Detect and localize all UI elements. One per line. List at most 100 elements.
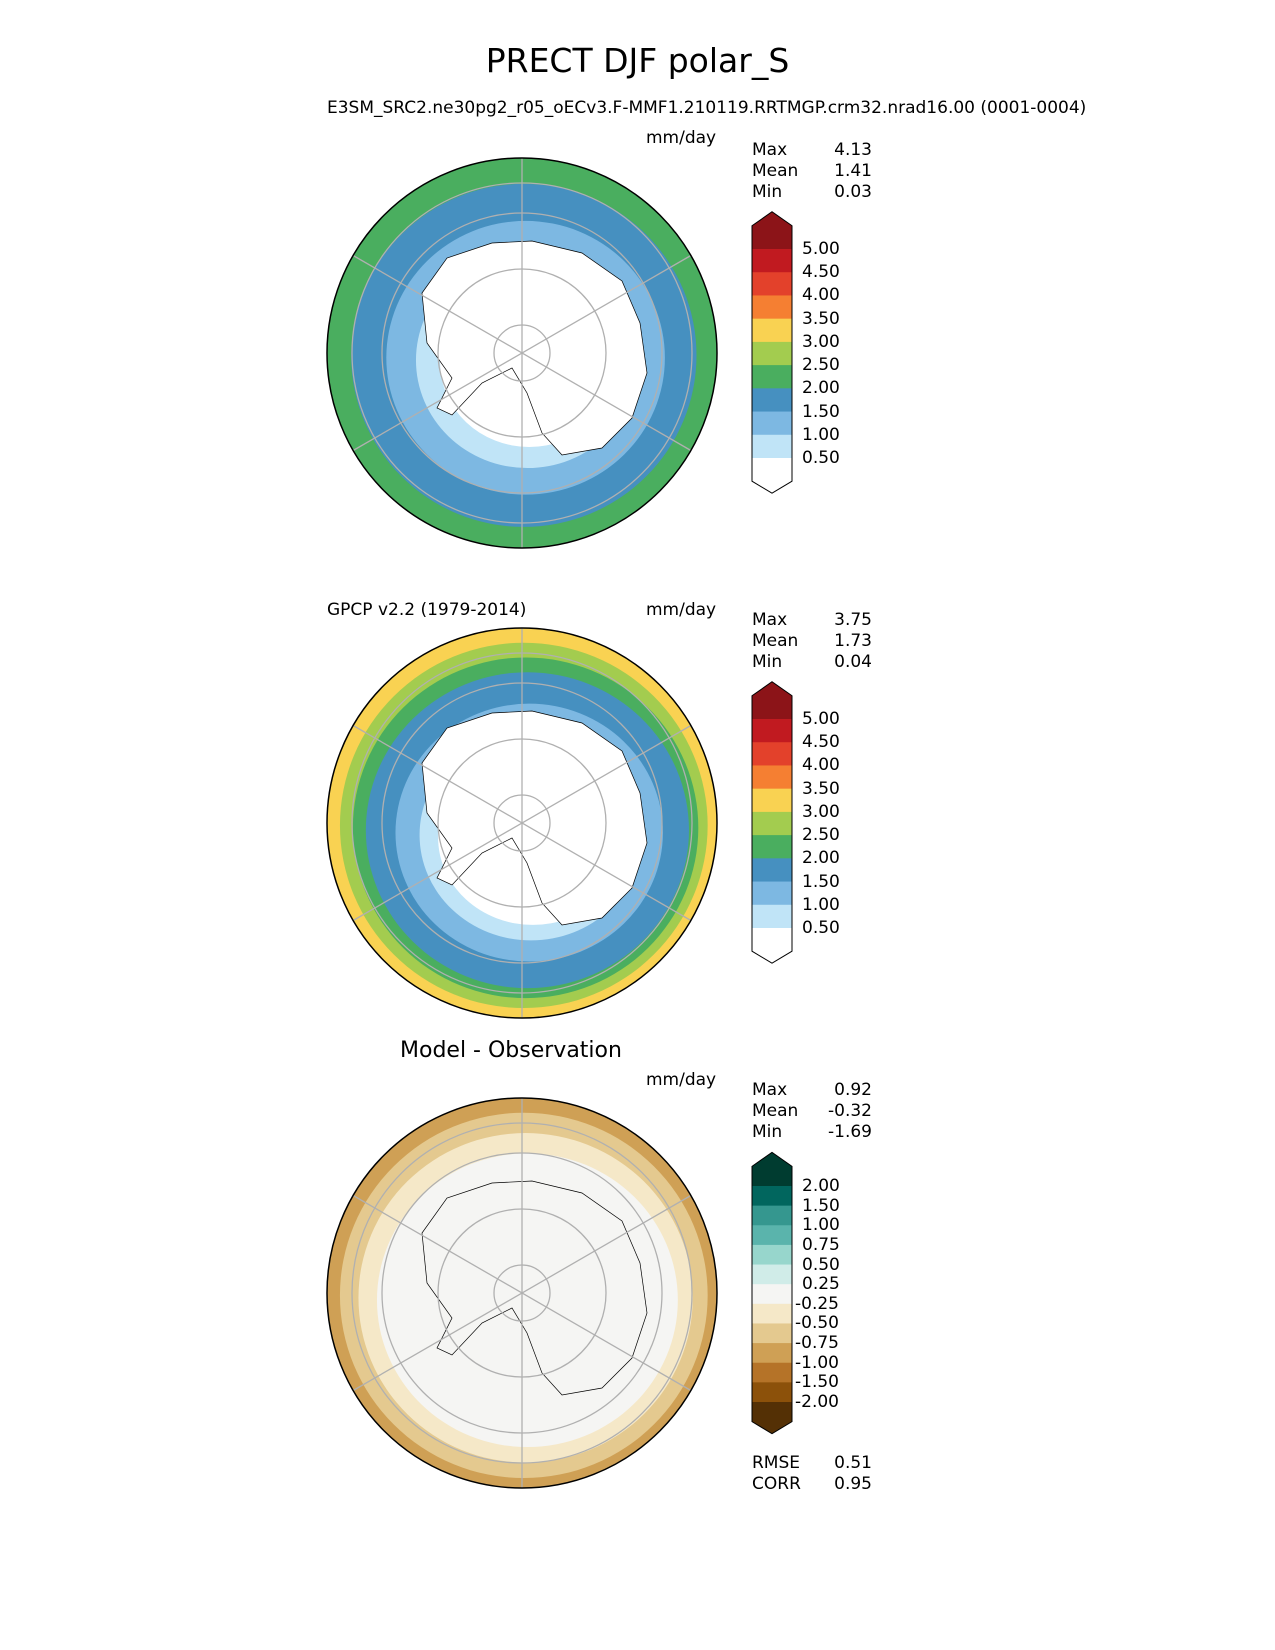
colorbar-tick-label: -0.75: [795, 1333, 839, 1354]
colorbar-tick-label: -1.00: [795, 1352, 839, 1373]
stat-value-mean: -0.32: [828, 1101, 872, 1121]
colorbar-extend-min: [752, 928, 792, 964]
colorbar-tick-label: 5.00: [802, 239, 840, 259]
colorbar-3: [751, 1151, 793, 1435]
colorbar-tick-label: 4.00: [802, 755, 840, 776]
colorbar-segment: [752, 1323, 792, 1344]
colorbar-1: [751, 211, 793, 494]
panel2-units: mm/day: [646, 600, 717, 620]
colorbar-tick-label: 0.25: [802, 1274, 840, 1295]
colorbar-segment: [752, 341, 792, 366]
metric-label-rmse: RMSE: [752, 1453, 801, 1473]
polar-map-1: [326, 157, 718, 549]
colorbar-segment: [752, 411, 792, 436]
metric-value-rmse: 0.51: [834, 1453, 872, 1473]
metric-value-corr: 0.95: [834, 1474, 872, 1494]
colorbar-tick-label: -0.50: [795, 1313, 839, 1334]
colorbar-extend-max: [752, 681, 792, 719]
colorbar-tick-label: 3.50: [802, 308, 840, 329]
colorbar-tick-label: 1.00: [802, 894, 840, 915]
colorbar-tick-label: 0.75: [802, 1234, 840, 1255]
colorbar-tick-label: 4.50: [802, 732, 840, 753]
stat-value-min: -1.69: [828, 1122, 872, 1142]
colorbar-tick-label: 5.00: [802, 709, 840, 729]
colorbar-tick-label: 2.00: [802, 1176, 840, 1196]
colorbar-segment: [752, 1303, 792, 1324]
colorbar-tick-label: -1.50: [795, 1372, 839, 1393]
polar-map-3: [326, 1097, 718, 1489]
colorbar-segment: [752, 742, 792, 766]
colorbar-segment: [752, 249, 792, 273]
map-boundary: [326, 627, 718, 1019]
stat-label-mean: Mean: [752, 631, 799, 651]
stat-value-min: 0.04: [834, 652, 872, 672]
colorbar-tick-label: 1.50: [802, 871, 840, 892]
colorbar-outline: [751, 1151, 793, 1435]
colorbar-segment: [752, 1264, 792, 1285]
colorbar-segment: [752, 858, 792, 883]
colorbar-tick-label: 2.00: [802, 378, 840, 399]
colorbar-tick-label: -0.25: [795, 1293, 839, 1314]
colorbar-segment: [752, 1362, 792, 1383]
longitude-gridline: [352, 254, 692, 452]
map-fill: [327, 628, 717, 1018]
colorbar-segment: [752, 1244, 792, 1266]
colorbar-segment: [752, 719, 792, 743]
map-boundary: [326, 157, 718, 549]
stat-value-mean: 1.41: [834, 161, 872, 181]
colorbar-tick-label: 1.50: [802, 401, 840, 422]
colorbar-segment: [752, 272, 792, 296]
colorbar-outline: [751, 211, 793, 494]
colorbar-segment: [752, 295, 792, 320]
colorbar-segment: [752, 388, 792, 413]
stat-label-min: Min: [752, 182, 783, 202]
colorbar-segment: [752, 1343, 792, 1364]
colorbar-tick-label: 0.50: [802, 448, 840, 468]
stat-value-max: 3.75: [834, 610, 872, 630]
colorbar-tick-label: 3.00: [802, 331, 840, 352]
map-fill: [327, 158, 717, 548]
colorbar-tick-label: 2.50: [802, 355, 840, 376]
colorbar-segment: [752, 811, 792, 836]
stat-label-mean: Mean: [752, 1101, 799, 1121]
map-fill: [327, 1098, 717, 1488]
panel3-title: Model - Observation: [400, 1038, 622, 1063]
colorbar-extend-min: [752, 1402, 792, 1434]
colorbar-segment: [752, 765, 792, 790]
colorbar-tick-label: 4.00: [802, 285, 840, 306]
longitude-gridline: [352, 724, 692, 922]
colorbar-tick-label: 3.00: [802, 801, 840, 822]
colorbar-tick-label: 1.00: [802, 424, 840, 445]
colorbar-segment: [752, 318, 792, 343]
antarctica-coastline: [421, 1180, 648, 1396]
colorbar-tick-label: 0.50: [802, 1254, 840, 1275]
metric-label-corr: CORR: [752, 1474, 801, 1494]
stat-value-max: 0.92: [834, 1080, 872, 1100]
colorbar-segment: [752, 1225, 792, 1246]
data-band: [376, 1153, 678, 1448]
figure-title: PRECT DJF polar_S: [485, 41, 790, 80]
colorbar-tick-label: -2.00: [795, 1392, 839, 1412]
stat-label-min: Min: [752, 652, 783, 672]
stat-value-mean: 1.73: [834, 631, 872, 651]
map-boundary: [326, 1097, 718, 1489]
panel2-title: GPCP v2.2 (1979-2014): [327, 600, 527, 620]
colorbar-segment: [752, 1186, 792, 1207]
colorbar-tick-label: 1.50: [802, 1195, 840, 1216]
stat-label-max: Max: [752, 140, 788, 160]
colorbar-segment: [752, 1284, 792, 1305]
colorbar-tick-label: 1.00: [802, 1215, 840, 1236]
colorbar-extend-max: [752, 211, 792, 249]
colorbar-tick-label: 3.50: [802, 778, 840, 799]
stat-value-max: 4.13: [834, 140, 872, 160]
colorbar-tick-label: 2.50: [802, 825, 840, 846]
stat-value-min: 0.03: [834, 182, 872, 202]
colorbar-2: [751, 681, 793, 964]
colorbar-tick-label: 0.50: [802, 918, 840, 938]
colorbar-segment: [752, 788, 792, 813]
polar-map-2: [326, 627, 718, 1019]
colorbar-outline: [751, 681, 793, 964]
colorbar-segment: [752, 365, 792, 389]
